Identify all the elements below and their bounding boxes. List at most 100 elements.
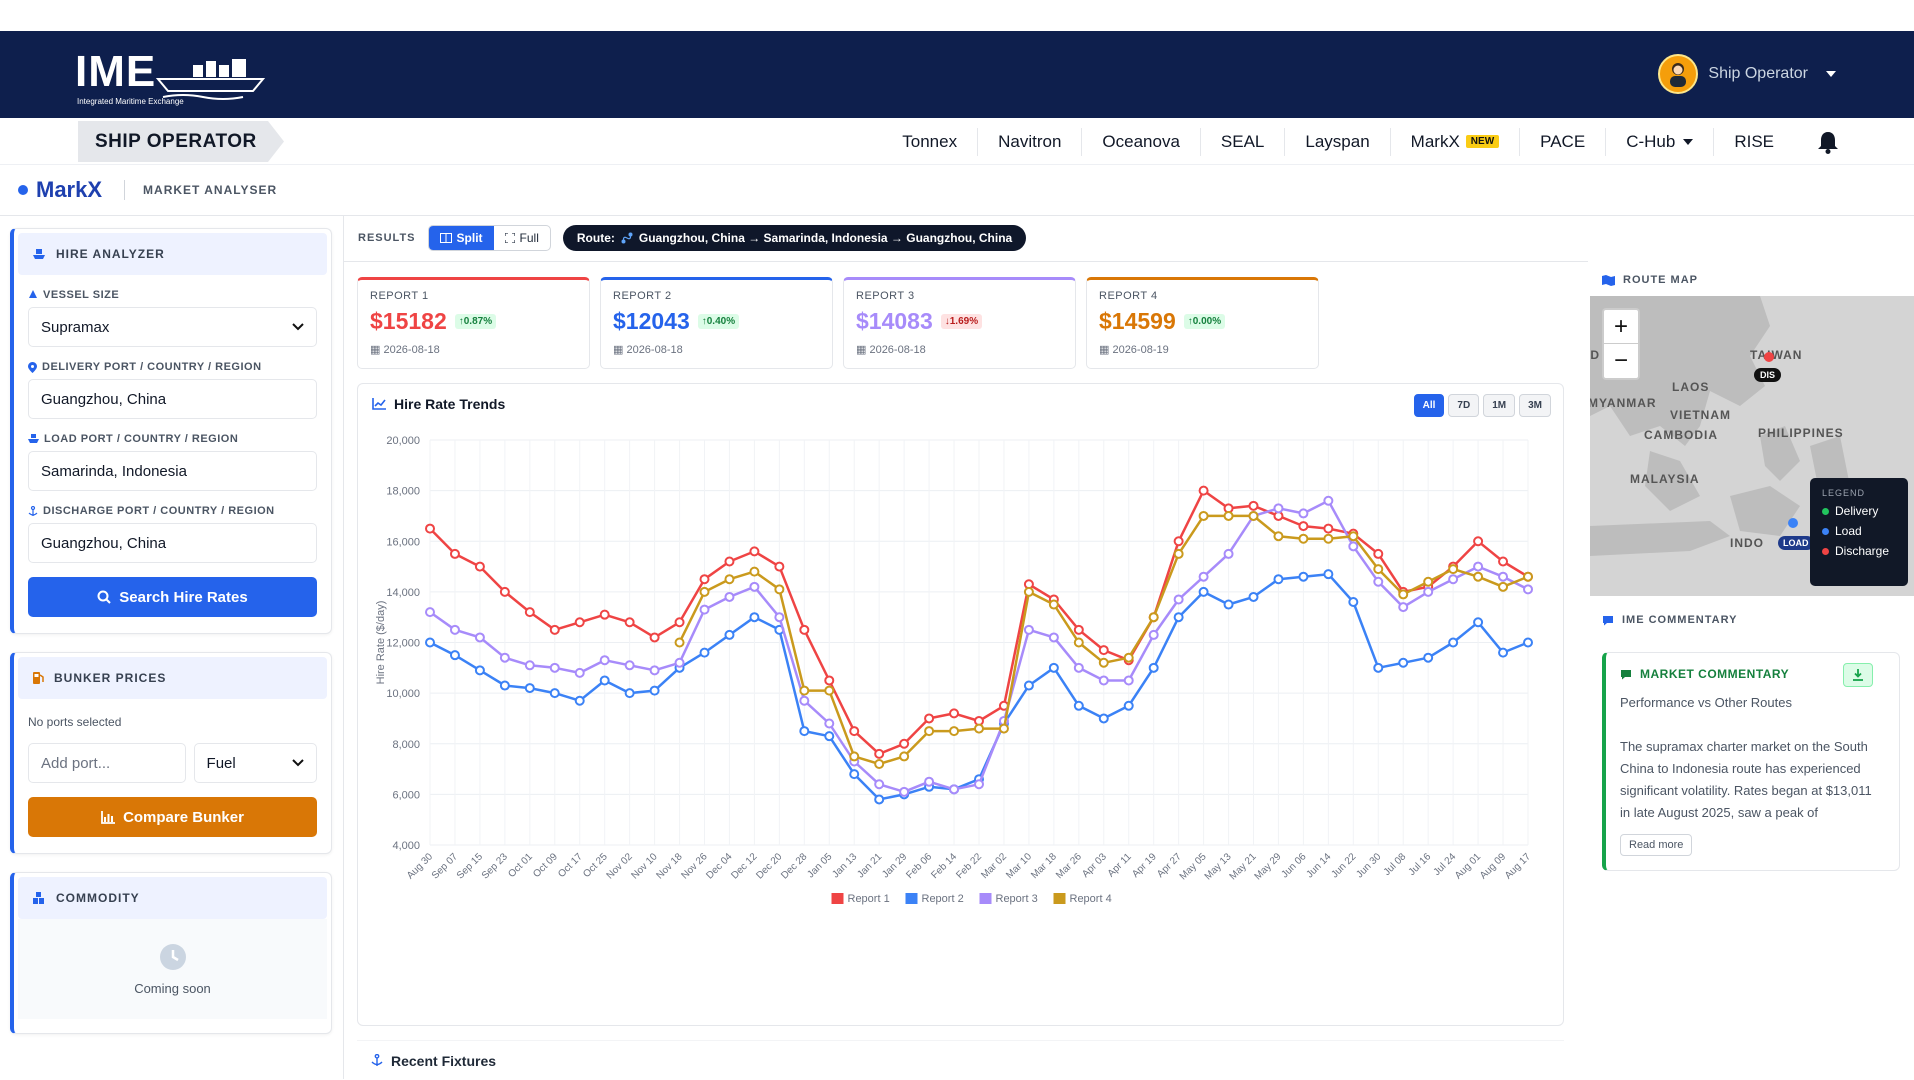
data-point <box>1423 652 1434 663</box>
download-button[interactable] <box>1843 663 1873 687</box>
user-menu[interactable]: Ship Operator <box>1658 54 1836 94</box>
data-point <box>1498 647 1509 658</box>
data-point <box>1048 662 1059 673</box>
data-point <box>699 604 710 615</box>
data-point <box>1123 652 1134 663</box>
report-card[interactable]: REPORT 2 $12043 ↑0.40% ▦ 2026-08-18 <box>600 277 833 369</box>
data-point <box>1023 680 1034 691</box>
report-date: ▦ 2026-08-18 <box>613 343 820 356</box>
bunker-inputs: Add port... Fuel <box>28 743 317 783</box>
delivery-port-input[interactable]: Guangzhou, China <box>28 379 317 419</box>
report-card[interactable]: REPORT 1 $15182 ↑0.87% ▦ 2026-08-18 <box>357 277 590 369</box>
data-point <box>574 695 585 706</box>
x-tick-label: Oct 17 <box>556 851 585 880</box>
range-3m-button[interactable]: 3M <box>1519 394 1551 417</box>
compare-bunker-button[interactable]: Compare Bunker <box>28 797 317 837</box>
full-view-button[interactable]: Full <box>494 226 550 250</box>
load-port-input[interactable]: Samarinda, Indonesia <box>28 451 317 491</box>
data-point <box>874 794 885 805</box>
map-label-laos: LAOS <box>1672 380 1710 394</box>
menu-item-layspan[interactable]: Layspan <box>1285 127 1391 156</box>
data-point <box>1198 485 1209 496</box>
zoom-out-button[interactable]: − <box>1613 347 1628 374</box>
range-all-button[interactable]: All <box>1413 394 1445 417</box>
add-port-input[interactable]: Add port... <box>28 743 186 783</box>
data-point <box>924 726 935 737</box>
menu-item-rise[interactable]: RISE <box>1734 131 1774 151</box>
x-tick-label: Nov 26 <box>679 851 709 881</box>
x-tick-label: May 13 <box>1203 851 1234 882</box>
report-change: ↑0.40% <box>697 314 740 329</box>
comment-icon <box>1603 615 1613 625</box>
menu-item-pace[interactable]: PACE <box>1520 127 1607 156</box>
range-7d-button[interactable]: 7D <box>1448 394 1480 417</box>
load-marker[interactable] <box>1788 518 1798 528</box>
report-change: ↑0.87% <box>454 314 497 329</box>
commentary-body: The supramax charter market on the South… <box>1620 739 1872 820</box>
data-point <box>1348 531 1359 542</box>
menu-item-tonnex[interactable]: Tonnex <box>882 127 979 156</box>
data-point <box>949 726 960 737</box>
vessel-size-value: Supramax <box>41 318 110 336</box>
data-point <box>1148 612 1159 623</box>
menu-item-seal[interactable]: SEAL <box>1201 127 1286 156</box>
data-point <box>474 632 485 643</box>
x-tick-label: Mar 18 <box>1029 851 1059 881</box>
data-point <box>874 759 885 769</box>
data-point <box>824 685 835 696</box>
data-point <box>1223 599 1234 610</box>
data-point <box>724 556 735 567</box>
chevron-down-icon <box>292 323 304 331</box>
report-price: $14083 <box>856 308 933 334</box>
range-1m-button[interactable]: 1M <box>1483 394 1516 417</box>
x-tick-label: Jul 16 <box>1407 851 1434 878</box>
x-tick-label: Feb 22 <box>954 851 984 881</box>
discharge-port-label: DISCHARGE PORT / COUNTRY / REGION <box>28 505 331 517</box>
data-point <box>949 708 960 719</box>
data-point <box>1348 541 1359 552</box>
menu-item-oceanova[interactable]: Oceanova <box>1082 127 1201 156</box>
data-point <box>499 586 510 597</box>
commodity-title: COMMODITY <box>56 891 140 905</box>
avatar <box>1658 54 1699 94</box>
discharge-port-input[interactable]: Guangzhou, China <box>28 523 317 563</box>
recent-fixtures-header[interactable]: Recent Fixtures <box>357 1040 1564 1080</box>
split-view-button[interactable]: Split <box>428 226 494 250</box>
search-hire-rates-button[interactable]: Search Hire Rates <box>28 577 317 617</box>
anchor-icon <box>371 1054 383 1066</box>
discharge-tag: DIS <box>1754 368 1782 382</box>
fuel-select[interactable]: Fuel <box>193 743 317 783</box>
x-tick-label: Sep 23 <box>480 851 510 881</box>
report-change-value: 0.87% <box>463 316 493 327</box>
data-point <box>1123 700 1134 711</box>
data-point <box>1148 662 1159 673</box>
menu-item-chub-label: C-Hub <box>1626 131 1676 151</box>
full-label: Full <box>519 231 539 245</box>
discharge-marker[interactable] <box>1764 352 1774 362</box>
report-card[interactable]: REPORT 3 $14083 ↓1.69% ▦ 2026-08-18 <box>843 277 1076 369</box>
vessel-size-select[interactable]: Supramax <box>28 307 317 347</box>
data-point <box>1473 561 1484 572</box>
data-point <box>1173 548 1184 559</box>
report-date: ▦ 2026-08-19 <box>1099 343 1306 356</box>
ime-logo[interactable]: IME Integrated Maritime Exchange <box>75 47 266 106</box>
data-point <box>599 655 610 666</box>
route-map[interactable]: .D LAOS VIETNAM CAMBODIA PHILIPPINES MAL… <box>1590 296 1914 596</box>
data-point <box>749 546 760 557</box>
notification-button[interactable] <box>1817 130 1839 159</box>
x-tick-label: Jun 30 <box>1354 851 1383 880</box>
read-more-button[interactable]: Read more <box>1620 834 1693 856</box>
menu-item-chub[interactable]: C-Hub <box>1606 127 1715 156</box>
menu-item-navitron[interactable]: Navitron <box>978 127 1083 156</box>
menu-item-markx[interactable]: MarkX NEW <box>1391 127 1521 156</box>
brand-name[interactable]: MarkX <box>36 177 103 202</box>
data-point <box>1448 637 1459 648</box>
data-point <box>1423 576 1434 587</box>
report-card[interactable]: REPORT 4 $14599 ↑0.00% ▦ 2026-08-19 <box>1086 277 1319 369</box>
map-label-malaysia: MALAYSIA <box>1630 472 1700 486</box>
report-change-value: 0.40% <box>706 316 736 327</box>
data-point <box>799 624 810 635</box>
data-point <box>1273 574 1284 585</box>
line-chart-icon <box>372 398 386 410</box>
zoom-in-button[interactable]: + <box>1604 310 1638 344</box>
